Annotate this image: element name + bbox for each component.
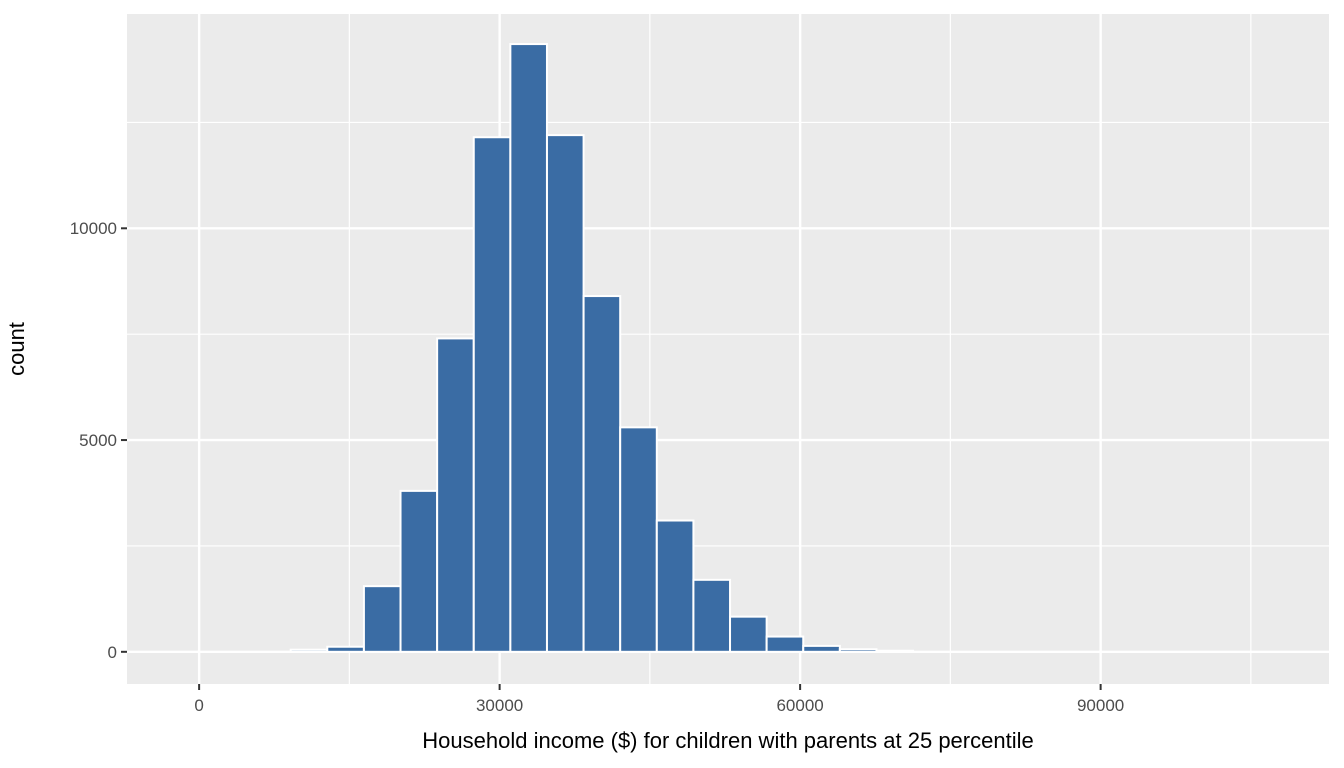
histogram-bar — [729, 615, 768, 653]
histogram-bar — [655, 519, 695, 653]
histogram-bar — [802, 644, 841, 653]
histogram-bar — [509, 43, 548, 653]
y-axis-title: count — [4, 322, 29, 376]
histogram-bar — [399, 489, 439, 653]
histogram-bar — [765, 635, 805, 653]
histogram-bar — [436, 337, 475, 653]
histogram-bar — [472, 136, 512, 653]
histogram-bar — [582, 295, 622, 653]
histogram-bar — [326, 645, 365, 653]
histogram-bar — [692, 578, 732, 653]
histogram-bar — [875, 649, 915, 653]
x-tick-label: 30000 — [476, 696, 523, 715]
histogram-bar — [545, 134, 585, 653]
histogram-bar — [289, 648, 329, 653]
x-tick-label: 60000 — [776, 696, 823, 715]
histogram-bar — [838, 648, 878, 653]
x-tick-label: 90000 — [1077, 696, 1124, 715]
plot-panel — [127, 14, 1329, 684]
major-gridlines — [127, 14, 1329, 684]
axes: 0 30000 60000 90000 0 5000 10000 — [70, 219, 1125, 715]
x-axis-title: Household income ($) for children with p… — [422, 728, 1033, 753]
x-tick-label: 0 — [194, 696, 203, 715]
minor-gridlines — [127, 14, 1329, 684]
y-tick-label: 10000 — [70, 219, 117, 238]
histogram-bars — [289, 43, 915, 653]
histogram-bar — [362, 585, 402, 653]
y-tick-label: 0 — [108, 643, 117, 662]
panel-background — [127, 14, 1329, 684]
histogram-bar — [619, 426, 658, 653]
y-tick-label: 5000 — [79, 431, 117, 450]
